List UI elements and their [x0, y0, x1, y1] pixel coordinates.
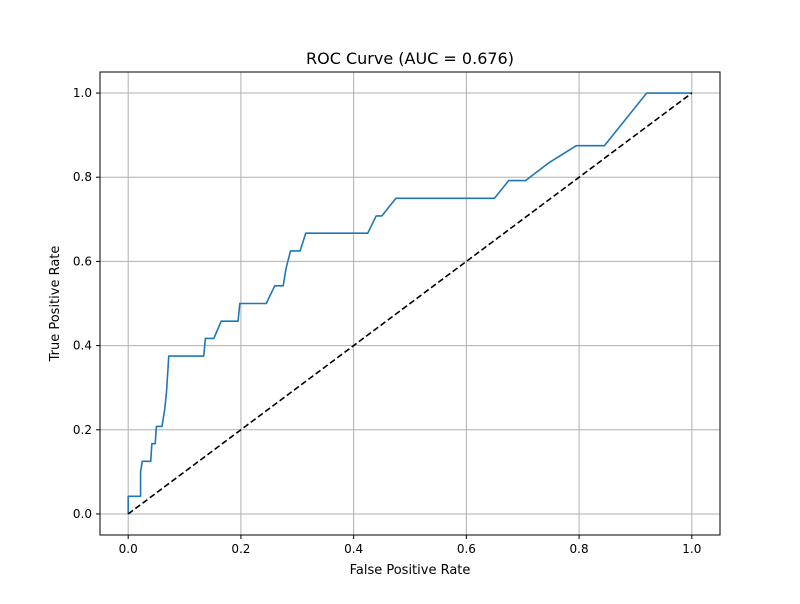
x-tick-label: 0.4 [344, 542, 363, 556]
grid [100, 72, 720, 535]
y-tick-label: 0.4 [73, 339, 92, 353]
plot-frame [99, 71, 721, 536]
y-tick-label: 0.8 [73, 170, 92, 184]
x-tick-label: 0.2 [231, 542, 250, 556]
x-tick-label: 0.0 [119, 542, 138, 556]
y-axis-label: True Positive Rate [48, 246, 63, 363]
x-tick-label: 0.6 [457, 542, 476, 556]
x-tick-label: 1.0 [682, 542, 701, 556]
y-tick-label: 0.6 [73, 254, 92, 268]
series-layer [127, 92, 693, 515]
ticks: 0.0 0.2 0.4 0.6 0.8 1.0 0.0 0.2 0.4 0.6 0.8 1.0 [73, 86, 701, 556]
x-tick-label: 0.8 [570, 542, 589, 556]
y-tick-label: 0.0 [73, 507, 92, 521]
chart-title: ROC Curve (AUC = 0.676) [306, 49, 514, 68]
x-axis-label: False Positive Rate [350, 563, 471, 578]
y-tick-label: 0.2 [73, 423, 92, 437]
roc-curve-line [127, 92, 692, 514]
y-tick-label: 1.0 [73, 86, 92, 100]
chance-diagonal-line [127, 92, 693, 515]
